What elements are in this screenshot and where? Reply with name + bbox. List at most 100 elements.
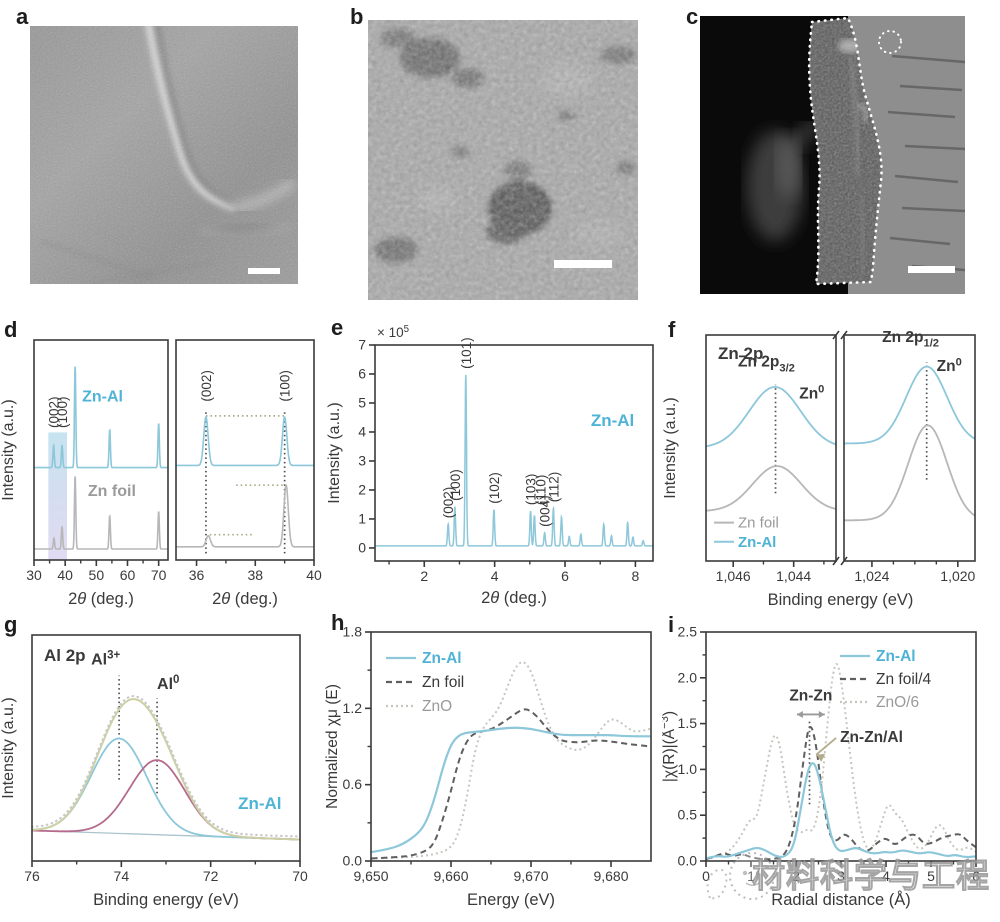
- y-axis-ticks: 0.0 0.5 1.0 1.5 2.0 2.5: [678, 624, 706, 869]
- exafs-chart-i: |χ(R)|(Å−3) Zn-Zn Zn-Zn/Al Zn-Al Zn foil/4 Zn…: [659, 610, 1000, 922]
- xrd-chart-e: Intensity (a.u.) × 105 (002) (100) (101) (102…: [325, 315, 665, 620]
- series-zn-al: [370, 726, 651, 854]
- svg-text:36: 36: [189, 567, 205, 583]
- sem-image-a: [30, 20, 298, 289]
- axes-frame: [843, 334, 976, 562]
- sem-a-canvas: [30, 20, 298, 285]
- xanes-chart-h: Normalized χμ (E) Zn-Al Zn foil ZnO 9,650 9,6…: [324, 610, 665, 922]
- svg-text:1.8: 1.8: [343, 624, 363, 640]
- svg-text:1: 1: [747, 868, 755, 884]
- svg-text:4: 4: [491, 568, 499, 584]
- coating-strip: [807, 16, 883, 286]
- peak-label: (103): [524, 474, 539, 506]
- svg-text:1,044: 1,044: [776, 568, 811, 584]
- x-axis-ticks: 36 38 40: [189, 560, 322, 583]
- peak-label: (004): [538, 495, 553, 527]
- legend-label: Zn-Al: [738, 534, 776, 551]
- axes-frame: [705, 334, 837, 562]
- svg-text:4: 4: [882, 868, 890, 884]
- chart-title: Zn 2p: [718, 344, 763, 363]
- annotation: Zn0: [937, 356, 962, 375]
- svg-text:9,680: 9,680: [593, 868, 628, 884]
- svg-text:Intensity (a.u.): Intensity (a.u.): [662, 397, 679, 498]
- annotation-zn-zn-al: Zn-Zn/Al: [840, 729, 903, 746]
- xps-chart-g: Intensity (a.u.) Al3+ Al0 Zn-Al Al 2p 76 74 72 7…: [0, 610, 326, 922]
- sem-image-b: [368, 20, 638, 305]
- x-axis-ticks: 2 4 6 8: [388, 561, 640, 584]
- svg-text:72: 72: [203, 868, 219, 884]
- svg-text:1.2: 1.2: [343, 700, 363, 716]
- annotation: Zn0: [799, 383, 824, 402]
- series-label: Zn foil: [88, 483, 136, 500]
- svg-text:5: 5: [358, 394, 366, 410]
- svg-text:1,020: 1,020: [940, 568, 975, 584]
- raw-data-dots: [30, 695, 302, 838]
- svg-text:6: 6: [358, 365, 366, 381]
- legend-label: Zn foil/4: [876, 671, 932, 688]
- svg-text:0.0: 0.0: [678, 853, 698, 869]
- svg-text:1.0: 1.0: [678, 761, 698, 777]
- svg-text:6: 6: [561, 568, 569, 584]
- legend-label: Zn foil: [422, 674, 464, 691]
- fit-component: [32, 737, 300, 841]
- xps-curve: [705, 465, 837, 512]
- peak-label: (002): [441, 487, 456, 519]
- x-axis-ticks: 0 1 2 3 4 5 6: [702, 861, 980, 884]
- svg-text:Intensity (a.u.): Intensity (a.u.): [0, 697, 17, 798]
- xps-curve: [706, 386, 837, 448]
- peak-label: (110): [533, 475, 548, 506]
- fit-envelope: [32, 698, 300, 841]
- scale-bar: [554, 260, 612, 268]
- panel-label-a: a: [16, 4, 29, 29]
- scale-bar: [908, 266, 955, 273]
- series-label: Zn-Al: [238, 794, 281, 813]
- legend-label: ZnO/6: [876, 694, 919, 711]
- panel-label-c: c: [686, 4, 699, 29]
- x-axis-ticks: 76 74 72 70: [24, 861, 308, 884]
- panel-label-d: d: [4, 317, 18, 342]
- x-axis-ticks: 30 40 50 60 70: [26, 560, 167, 583]
- peak-label: (100): [278, 370, 293, 402]
- svg-text:1,046: 1,046: [716, 568, 751, 584]
- svg-text:3: 3: [837, 868, 845, 884]
- svg-text:5: 5: [927, 868, 935, 884]
- legend-label: Zn-Al: [422, 650, 462, 667]
- svg-text:4: 4: [358, 423, 366, 439]
- series-zno: [370, 661, 652, 860]
- panel-label-h: h: [331, 610, 345, 635]
- panel-label-f: f: [668, 317, 676, 342]
- svg-text:7: 7: [358, 337, 366, 353]
- annotation: Al0: [157, 674, 179, 693]
- svg-text:38: 38: [247, 567, 263, 583]
- legend-label: Zn-Al: [876, 648, 916, 665]
- scale-bar: [248, 268, 280, 274]
- svg-text:0.5: 0.5: [678, 807, 698, 823]
- svg-text:0: 0: [702, 868, 710, 884]
- panel-label-e: e: [331, 315, 344, 340]
- svg-text:2: 2: [358, 481, 366, 497]
- svg-text:Binding energy (eV): Binding energy (eV): [93, 891, 239, 909]
- panel-label-i: i: [668, 612, 675, 637]
- panel-label-g: g: [4, 612, 18, 637]
- axis-break-mark: [840, 556, 848, 566]
- svg-text:9,670: 9,670: [513, 868, 548, 884]
- svg-text:74: 74: [114, 868, 130, 884]
- axes-frame: [370, 631, 652, 862]
- svg-text:|χ(R)|(Å−3): |χ(R)|(Å−3): [662, 711, 678, 782]
- svg-text:9,660: 9,660: [433, 868, 468, 884]
- xps-curve: [844, 365, 976, 445]
- peak-label: (101): [459, 337, 474, 369]
- series-label: Zn-Al: [591, 411, 634, 430]
- axis-break-mark: [840, 330, 848, 340]
- annotation-zn-zn: Zn-Zn: [789, 688, 832, 705]
- annotation: Al3+: [91, 649, 120, 668]
- svg-text:× 105: × 105: [377, 324, 409, 340]
- svg-text:Normalized χμ (E): Normalized χμ (E): [325, 684, 341, 809]
- series-zn-al: [375, 374, 653, 547]
- highlight-band: [48, 432, 68, 560]
- xrd-chart-e-svg: Intensity (a.u.) × 105 (002)(100) (101) (102…: [326, 324, 654, 607]
- x-axis-ticks: 9,650 9,660 9,670 9,680: [353, 861, 629, 884]
- svg-text:2.5: 2.5: [678, 624, 698, 640]
